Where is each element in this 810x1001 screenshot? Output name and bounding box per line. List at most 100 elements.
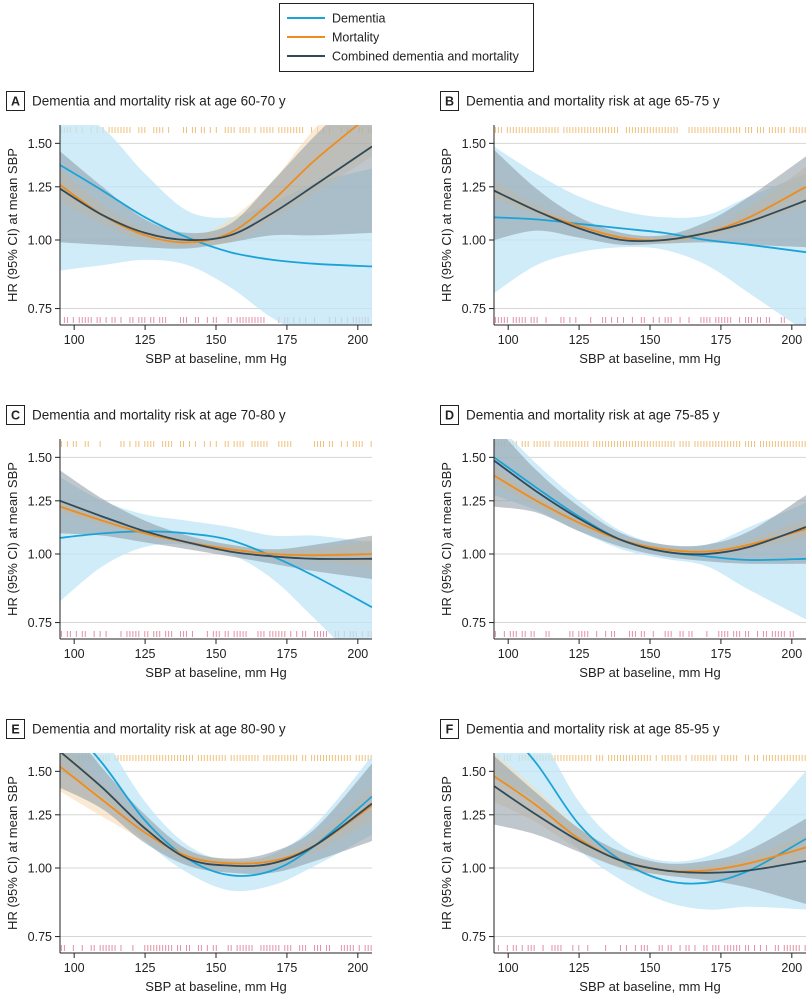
ci-band-combined	[60, 753, 372, 874]
ci-band-combined	[60, 125, 372, 249]
y-tick-label: 1.00	[462, 861, 486, 875]
panel-letter: C	[11, 409, 20, 423]
series-line-combined	[494, 459, 806, 556]
x-tick-label: 125	[135, 961, 156, 975]
y-tick-label: 0.75	[462, 616, 486, 630]
y-axis-label: HR (95% CI) at mean SBP	[439, 776, 454, 930]
y-tick-label: 1.25	[462, 808, 486, 822]
x-tick-label: 200	[347, 961, 368, 975]
plot-area	[494, 146, 806, 325]
x-tick-label: 200	[347, 333, 368, 347]
plot-area	[60, 125, 372, 325]
panel-tag-box	[6, 405, 25, 425]
y-tick-label: 1.25	[28, 180, 52, 194]
panel-letter: D	[445, 409, 454, 423]
panel-title: Dementia and mortality risk at age 65-75…	[466, 94, 720, 109]
x-tick-label: 125	[569, 333, 590, 347]
legend: Dementia Mortality Combined dementia and m…	[279, 3, 534, 72]
panel-title: Dementia and mortality risk at age 60-70…	[32, 94, 286, 109]
panel-B: B Dementia and mortality risk at age 65-7…	[439, 91, 806, 366]
x-axis-label: SBP at baseline, mm Hg	[145, 665, 286, 680]
panel-D: D Dementia and mortality risk at age 75-8…	[439, 405, 806, 680]
ci-band-combined	[60, 470, 372, 580]
y-tick-label: 1.25	[462, 180, 486, 194]
panel-title: Dementia and mortality risk at age 70-80…	[32, 408, 286, 423]
panel-letter: B	[445, 95, 454, 109]
y-tick-label: 1.50	[28, 765, 52, 779]
panel-title: Dementia and mortality risk at age 85-95…	[466, 722, 720, 737]
panel-A: A Dementia and mortality risk at age 60-7…	[5, 91, 372, 366]
x-tick-label: 200	[781, 961, 802, 975]
x-tick-label: 150	[640, 647, 661, 661]
y-axis-label: HR (95% CI) at mean SBP	[5, 462, 20, 616]
x-tick-label: 175	[276, 333, 297, 347]
panel-title: Dementia and mortality risk at age 75-85…	[466, 408, 720, 423]
y-tick-label: 1.00	[28, 233, 52, 247]
y-tick-label: 1.50	[462, 451, 486, 465]
series-line-combined	[494, 189, 806, 243]
y-axis-label: HR (95% CI) at mean SBP	[5, 148, 20, 302]
x-tick-label: 125	[569, 647, 590, 661]
y-tick-label: 0.75	[28, 930, 52, 944]
panel-letter: F	[446, 723, 454, 737]
y-tick-label: 1.00	[462, 233, 486, 247]
series-line-combined	[60, 499, 372, 560]
x-tick-label: 150	[206, 961, 227, 975]
x-tick-label: 125	[135, 647, 156, 661]
y-tick-label: 1.00	[28, 547, 52, 561]
x-axis-label: SBP at baseline, mm Hg	[579, 665, 720, 680]
rug-marks	[494, 755, 806, 951]
ci-band-mortality	[60, 125, 372, 247]
panel-letter: A	[11, 95, 20, 109]
x-tick-label: 175	[710, 961, 731, 975]
series-line-combined	[60, 753, 372, 868]
panel-F: F Dementia and mortality risk at age 85-9…	[439, 719, 806, 994]
x-axis-label: SBP at baseline, mm Hg	[145, 979, 286, 994]
plot-area	[60, 753, 372, 892]
y-tick-label: 0.75	[28, 302, 52, 316]
x-tick-label: 200	[781, 333, 802, 347]
legend-label-dementia: Dementia	[332, 12, 386, 26]
y-axis-label: HR (95% CI) at mean SBP	[5, 776, 20, 930]
y-tick-label: 1.00	[28, 861, 52, 875]
panels: A Dementia and mortality risk at age 60-7…	[5, 91, 806, 994]
ci-band-dementia	[494, 146, 806, 325]
x-axis-label: SBP at baseline, mm Hg	[579, 351, 720, 366]
panel-tag-box	[440, 91, 459, 111]
panel-tag-box	[6, 91, 25, 111]
y-tick-label: 0.75	[28, 616, 52, 630]
x-tick-label: 200	[347, 647, 368, 661]
x-tick-label: 100	[498, 961, 519, 975]
rug-marks	[60, 441, 372, 637]
x-axis-label: SBP at baseline, mm Hg	[145, 351, 286, 366]
panel-tag-box	[440, 405, 459, 425]
plot-area	[494, 753, 806, 910]
plot-area	[494, 439, 806, 620]
x-tick-label: 150	[206, 333, 227, 347]
y-tick-label: 1.25	[462, 494, 486, 508]
x-tick-label: 200	[781, 647, 802, 661]
x-tick-label: 175	[276, 647, 297, 661]
panel-E: E Dementia and mortality risk at age 80-9…	[5, 719, 372, 994]
x-tick-label: 150	[206, 647, 227, 661]
series-line-combined	[60, 145, 372, 241]
y-tick-label: 1.50	[28, 137, 52, 151]
legend-label-mortality: Mortality	[332, 31, 380, 45]
series-line-dementia	[494, 216, 806, 254]
x-tick-label: 100	[498, 647, 519, 661]
y-tick-label: 1.50	[28, 451, 52, 465]
panel-C: C Dementia and mortality risk at age 70-8…	[5, 405, 372, 680]
x-axis-label: SBP at baseline, mm Hg	[579, 979, 720, 994]
series-line-dementia	[60, 164, 372, 268]
x-tick-label: 150	[640, 961, 661, 975]
x-tick-label: 175	[710, 647, 731, 661]
panel-title: Dementia and mortality risk at age 80-90…	[32, 722, 286, 737]
y-axis-label: HR (95% CI) at mean SBP	[439, 148, 454, 302]
y-axis-label: HR (95% CI) at mean SBP	[439, 462, 454, 616]
y-tick-label: 1.00	[462, 547, 486, 561]
ci-band-dementia	[494, 439, 806, 620]
x-tick-label: 100	[64, 333, 85, 347]
y-tick-label: 1.50	[462, 765, 486, 779]
ci-band-dementia	[60, 125, 372, 325]
